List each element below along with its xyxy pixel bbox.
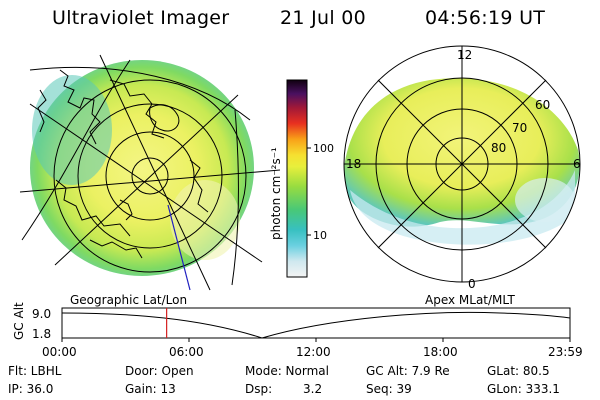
colorbar-tick-10: 10 [313,229,327,242]
x-tick-0000: 00:00 [42,345,77,359]
info-glon: GLon: 333.1 [487,382,560,396]
colorbar-title: photon cm⁻²s⁻¹ [269,147,283,240]
mlat-label-80: 80 [491,141,506,155]
info-filter: Flt: LBHL [8,364,62,378]
geo-grid [19,54,281,291]
mlt-label-0: 0 [468,277,476,291]
info-dsp-value: 3.2 [303,382,323,396]
altitude-ymin: 1.8 [32,327,51,341]
info-seq: Seq: 39 [366,382,412,396]
altitude-ylabel: GC Alt [12,302,26,340]
info-dsp-label: Dsp: [245,382,273,396]
altitude-ymax: 9.0 [32,307,51,321]
colorbar-tick-100: 100 [313,142,334,155]
x-tick-0600: 06:00 [169,345,204,359]
info-gc-alt: GC Alt: 7.9 Re [366,364,450,378]
info-door: Door: Open [125,364,194,378]
altitude-plot [61,307,571,342]
noon-meridian-line [167,204,191,291]
magnetic-polar-panel [343,45,581,283]
header-time: 04:56:19 UT [425,7,546,29]
info-mode: Mode: Normal [245,364,329,378]
mlt-label-18: 18 [346,157,361,171]
x-tick-2359: 23:59 [548,345,583,359]
mlat-label-70: 70 [512,121,527,135]
info-gain: Gain: 13 [125,382,176,396]
geographic-image-panel [19,54,281,291]
x-tick-1200: 12:00 [296,345,331,359]
intensity-colorbar [286,79,311,278]
apex-label: Apex MLat/MLT [425,293,515,307]
app-title: Ultraviolet Imager [52,7,230,29]
geographic-label: Geographic Lat/Lon [70,293,187,307]
altitude-curve [61,311,571,339]
mlt-label-6: 6 [573,157,581,171]
coastline-outlines [37,69,209,259]
mlt-label-12: 12 [457,48,472,62]
header-date: 21 Jul 00 [280,7,367,29]
mlat-label-60: 60 [535,98,550,112]
info-ip: IP: 36.0 [8,382,54,396]
x-tick-1800: 18:00 [423,345,458,359]
info-glat: GLat: 80.5 [487,364,550,378]
